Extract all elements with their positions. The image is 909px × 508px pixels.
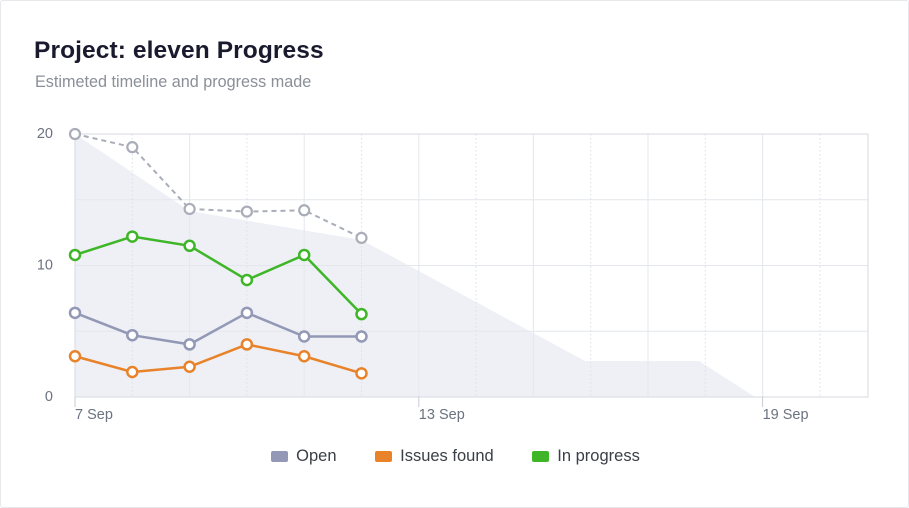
svg-text:0: 0 (45, 389, 53, 405)
svg-text:20: 20 (37, 126, 53, 142)
svg-text:7 Sep: 7 Sep (75, 407, 113, 423)
svg-text:13 Sep: 13 Sep (419, 407, 465, 423)
svg-text:19 Sep: 19 Sep (763, 407, 809, 423)
svg-text:10: 10 (37, 258, 53, 274)
